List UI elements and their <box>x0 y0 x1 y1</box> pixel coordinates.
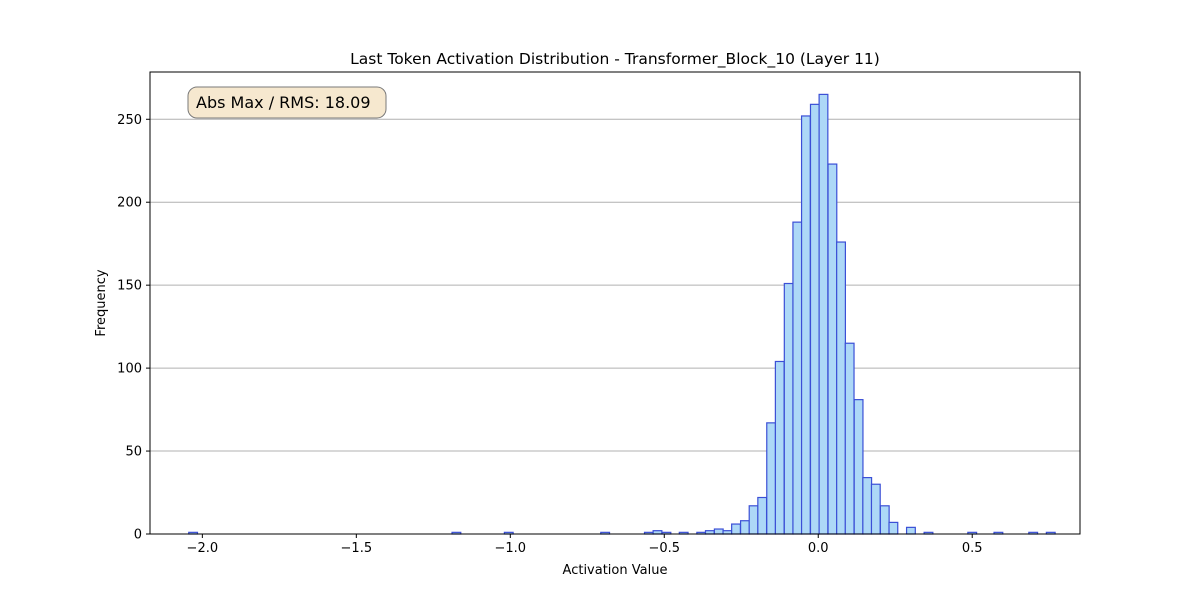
x-tick-label: −2.0 <box>187 541 219 556</box>
x-tick-label: −1.5 <box>341 541 373 556</box>
annotation-text: Abs Max / RMS: 18.09 <box>196 93 371 112</box>
histogram-bar <box>818 93 829 535</box>
histogram-bar <box>731 523 741 535</box>
y-axis-ticks: 0 50 100 150 200 250 <box>117 113 150 543</box>
histogram-bar <box>905 526 916 535</box>
histogram-bar <box>888 521 899 535</box>
histogram-bars <box>188 93 1056 535</box>
histogram-bar <box>827 163 838 535</box>
y-tick-label: 50 <box>125 445 142 460</box>
histogram-bar <box>792 221 803 535</box>
x-tick-label: 0.5 <box>962 541 983 556</box>
plot-frame <box>149 71 1081 535</box>
chart-title: Last Token Activation Distribution - Tra… <box>350 50 880 69</box>
y-tick-label: 150 <box>117 279 142 294</box>
histogram-bar <box>783 282 794 535</box>
x-tick-label: −0.5 <box>648 541 680 556</box>
histogram-bar <box>713 528 724 535</box>
histogram-bar <box>748 505 759 535</box>
x-tick-label: 0.0 <box>808 541 829 556</box>
histogram-bar <box>757 496 768 535</box>
y-axis-label: Frequency <box>94 269 109 336</box>
histogram-bar <box>853 399 864 535</box>
y-tick-label: 200 <box>117 196 142 211</box>
y-tick-label: 0 <box>134 528 142 543</box>
histogram-bar <box>836 241 847 535</box>
annotation-background <box>187 86 387 119</box>
histogram-bar <box>862 476 873 535</box>
histogram-bar <box>870 483 881 535</box>
x-axis-label: Activation Value <box>563 563 668 578</box>
y-tick-label: 100 <box>117 362 142 377</box>
y-tick-label: 250 <box>117 113 142 128</box>
histogram-bar <box>809 103 820 535</box>
histogram-bar <box>739 520 750 535</box>
x-tick-label: −1.0 <box>495 541 527 556</box>
x-axis-ticks: −2.0 −1.5 −1.0 −0.5 0.0 0.5 <box>187 534 983 556</box>
annotation-box: Abs Max / RMS: 18.09 <box>187 86 387 119</box>
histogram-bar <box>879 505 890 535</box>
histogram-bar <box>800 115 811 535</box>
gridlines <box>150 118 1080 452</box>
histogram-bar <box>766 422 777 535</box>
histogram-bar <box>844 342 855 535</box>
histogram-bar <box>774 360 785 535</box>
